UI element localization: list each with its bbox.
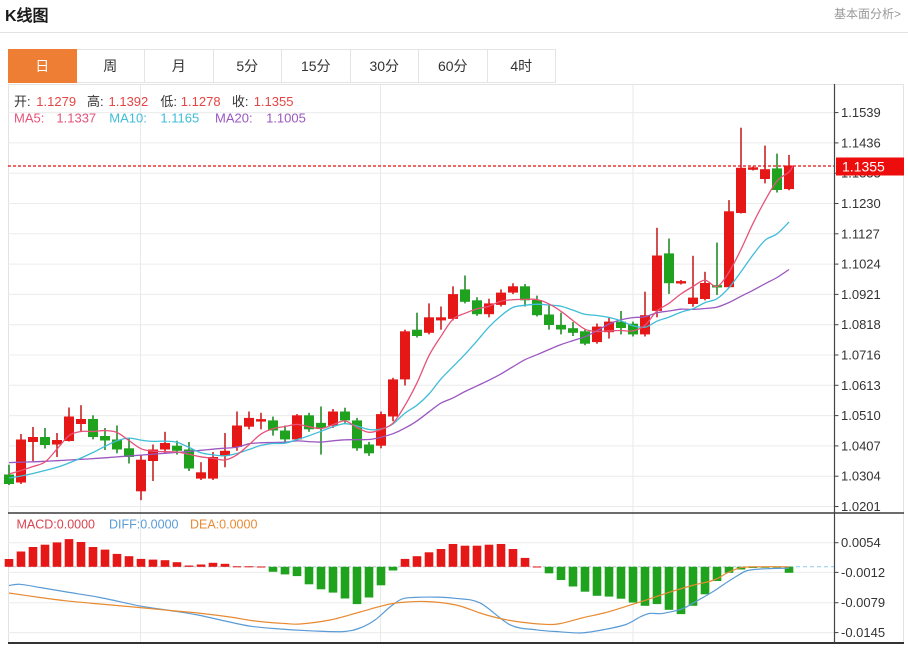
svg-text:1.1165: 1.1165 — [160, 111, 199, 126]
svg-text:1.1355: 1.1355 — [254, 94, 294, 109]
svg-text:-0.0079: -0.0079 — [841, 595, 885, 610]
svg-text:-0.0012: -0.0012 — [841, 565, 885, 580]
svg-text:低:: 低: — [160, 94, 177, 109]
svg-text:1.0921: 1.0921 — [841, 287, 881, 302]
svg-text:DIFF:0.0000: DIFF:0.0000 — [109, 518, 179, 532]
svg-text:1.1005: 1.1005 — [266, 111, 306, 126]
svg-text:1.1355: 1.1355 — [842, 159, 885, 175]
svg-text:开:: 开: — [14, 94, 31, 109]
svg-text:收:: 收: — [232, 94, 249, 109]
svg-text:MA10:: MA10: — [109, 111, 147, 126]
svg-text:1.0818: 1.0818 — [841, 317, 881, 332]
svg-text:1.1024: 1.1024 — [841, 257, 881, 272]
svg-text:1.0510: 1.0510 — [841, 408, 881, 423]
svg-text:1.1539: 1.1539 — [841, 105, 881, 120]
svg-text:MA5:: MA5: — [14, 111, 44, 126]
svg-text:MACD:0.0000: MACD:0.0000 — [17, 518, 96, 532]
svg-text:MA20:: MA20: — [215, 111, 253, 126]
svg-text:1.0716: 1.0716 — [841, 348, 881, 363]
svg-text:1.0613: 1.0613 — [841, 378, 881, 393]
svg-text:1.1127: 1.1127 — [841, 226, 880, 241]
svg-text:1.0407: 1.0407 — [841, 438, 881, 453]
svg-text:1.1392: 1.1392 — [109, 94, 149, 109]
svg-text:1.1278: 1.1278 — [181, 94, 221, 109]
svg-text:DEA:0.0000: DEA:0.0000 — [190, 518, 257, 532]
svg-text:1.0201: 1.0201 — [841, 499, 881, 514]
svg-text:1.1230: 1.1230 — [841, 196, 881, 211]
svg-text:1.1337: 1.1337 — [56, 111, 96, 126]
svg-text:-0.0145: -0.0145 — [841, 625, 885, 640]
svg-text:1.1279: 1.1279 — [36, 94, 76, 109]
svg-text:1.1436: 1.1436 — [841, 135, 881, 150]
svg-text:高:: 高: — [87, 94, 104, 109]
svg-text:1.0304: 1.0304 — [841, 469, 881, 484]
svg-text:0.0054: 0.0054 — [841, 535, 881, 550]
